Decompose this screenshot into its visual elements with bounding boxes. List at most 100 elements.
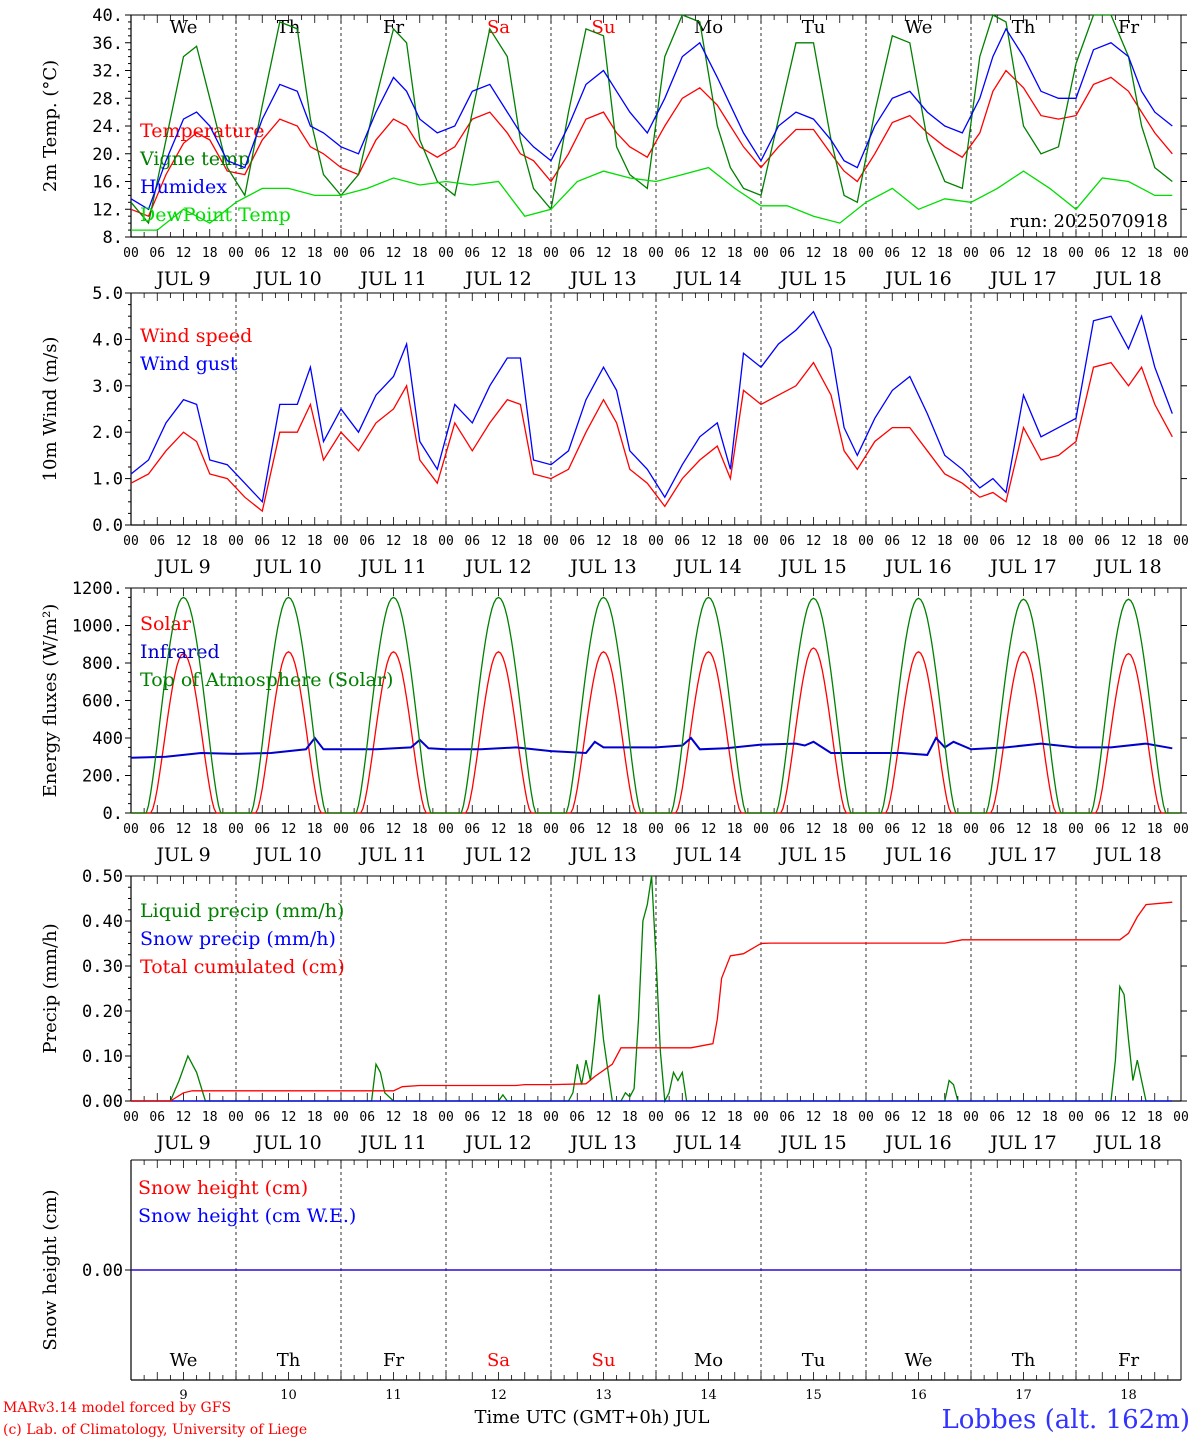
y-axis-title: 10m Wind (m/s) — [40, 337, 61, 482]
hour-tick-label: 06 — [149, 1110, 165, 1125]
day-number: 18 — [1120, 1388, 1137, 1403]
hour-tick-label: 06 — [464, 822, 480, 837]
hour-tick-label: 00 — [543, 1110, 559, 1125]
y-tick-label: 32. — [92, 62, 123, 82]
hour-tick-label: 18 — [1042, 246, 1058, 261]
hour-tick-label: 18 — [1147, 822, 1163, 837]
y-axis-title: Snow height (cm) — [40, 1189, 61, 1350]
hour-tick-label: 00 — [1173, 822, 1189, 837]
legend-entry: Vigne temp — [139, 148, 250, 170]
series-line-vigne-temp — [130, 14, 1173, 225]
hour-tick-label: 12 — [1016, 1110, 1032, 1125]
credit-line-1: MARv3.14 model forced by GFS — [3, 1400, 231, 1416]
date-label: JUL 12 — [463, 1132, 531, 1154]
hour-tick-label: 00 — [438, 1110, 454, 1125]
hour-tick-label: 00 — [123, 246, 139, 261]
y-axis-title: Precip (mm/h) — [40, 923, 61, 1053]
day-number: 12 — [490, 1388, 507, 1403]
legend-entry: Infrared — [140, 641, 220, 663]
hour-tick-label: 12 — [176, 246, 192, 261]
hour-tick-label: 00 — [333, 534, 349, 549]
hour-tick-label: 00 — [438, 534, 454, 549]
hour-tick-label: 00 — [648, 822, 664, 837]
y-tick-label: 8. — [103, 228, 123, 248]
hour-tick-label: 18 — [202, 822, 218, 837]
hour-tick-label: 12 — [911, 534, 927, 549]
hour-tick-label: 00 — [333, 246, 349, 261]
weekday-label: Th — [277, 17, 301, 38]
hour-tick-label: 06 — [989, 246, 1005, 261]
y-tick-label: 0.0 — [92, 516, 123, 536]
hour-tick-label: 18 — [1042, 822, 1058, 837]
y-tick-label: 0.50 — [82, 867, 123, 887]
hour-tick-label: 00 — [753, 246, 769, 261]
hour-tick-label: 12 — [1121, 534, 1137, 549]
hour-tick-label: 00 — [438, 822, 454, 837]
date-label: JUL 10 — [253, 556, 321, 578]
date-label: JUL 11 — [358, 556, 426, 578]
hour-tick-label: 12 — [281, 1110, 297, 1125]
hour-tick-label: 12 — [491, 246, 507, 261]
hour-tick-label: 00 — [123, 822, 139, 837]
hour-tick-label: 06 — [569, 822, 585, 837]
hour-tick-label: 12 — [386, 822, 402, 837]
hour-tick-label: 12 — [491, 822, 507, 837]
date-label: JUL 15 — [778, 268, 846, 290]
hour-tick-label: 12 — [1121, 1110, 1137, 1125]
hour-tick-label: 06 — [884, 822, 900, 837]
hour-tick-label: 12 — [701, 822, 717, 837]
hour-tick-label: 00 — [753, 1110, 769, 1125]
hour-tick-label: 18 — [517, 246, 533, 261]
hour-tick-label: 18 — [832, 1110, 848, 1125]
hour-tick-label: 00 — [228, 534, 244, 549]
date-label: JUL 12 — [463, 844, 531, 866]
hour-tick-label: 06 — [464, 1110, 480, 1125]
hour-tick-label: 18 — [412, 1110, 428, 1125]
legend-entry: Solar — [140, 613, 192, 635]
date-label: JUL 13 — [568, 556, 636, 578]
hour-tick-label: 18 — [202, 534, 218, 549]
day-number: 10 — [280, 1388, 297, 1403]
hour-tick-label: 18 — [517, 534, 533, 549]
date-label: JUL 14 — [673, 844, 741, 866]
hour-tick-label: 06 — [254, 1110, 270, 1125]
hour-tick-label: 06 — [254, 822, 270, 837]
hour-tick-label: 12 — [806, 822, 822, 837]
weekday-label: We — [905, 17, 933, 38]
hour-tick-label: 12 — [176, 822, 192, 837]
y-tick-label: 16. — [92, 173, 123, 193]
site-title: Lobbes (alt. 162m) — [941, 1405, 1190, 1435]
hour-tick-label: 06 — [1094, 534, 1110, 549]
hour-tick-label: 00 — [963, 1110, 979, 1125]
hour-tick-label: 00 — [123, 1110, 139, 1125]
hour-tick-label: 06 — [1094, 822, 1110, 837]
hour-tick-label: 18 — [1147, 534, 1163, 549]
date-label: JUL 13 — [568, 1132, 636, 1154]
y-tick-label: 4.0 — [92, 330, 123, 350]
hour-tick-label: 18 — [937, 246, 953, 261]
day-number: 14 — [700, 1388, 717, 1403]
hour-tick-label: 00 — [438, 246, 454, 261]
hour-tick-label: 00 — [858, 534, 874, 549]
panels: 8. 12. 16. 20. 24. 28. 32. 36. 40. 2m Temp. (°C) 0… — [40, 6, 1189, 1403]
hour-tick-label: 12 — [281, 246, 297, 261]
hour-tick-label: 06 — [779, 1110, 795, 1125]
hour-tick-label: 00 — [753, 534, 769, 549]
y-tick-label: 0.00 — [82, 1261, 123, 1281]
y-tick-label: 0.00 — [82, 1092, 123, 1112]
day-number: 11 — [385, 1388, 402, 1403]
credit-line-2: (c) Lab. of Climatology, University of L… — [3, 1422, 307, 1438]
legend-entry: Humidex — [140, 176, 227, 198]
date-label: JUL 12 — [463, 268, 531, 290]
y-axis-title: Energy fluxes (W/m²) — [40, 604, 61, 798]
date-label: JUL 17 — [988, 844, 1056, 866]
hour-tick-label: 00 — [648, 1110, 664, 1125]
hour-tick-label: 12 — [176, 1110, 192, 1125]
series-line-wind-gust — [130, 310, 1173, 504]
date-label: JUL 14 — [673, 556, 741, 578]
weekday-label: Th — [277, 1350, 301, 1371]
hour-tick-label: 12 — [806, 534, 822, 549]
hour-tick-label: 18 — [832, 822, 848, 837]
day-number: 17 — [1015, 1388, 1032, 1403]
date-label: JUL 9 — [154, 844, 210, 866]
